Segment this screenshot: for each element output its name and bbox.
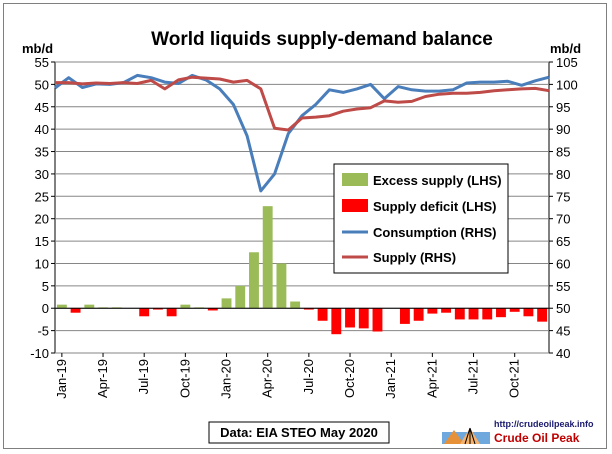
legend: Excess supply (LHS) Supply deficit (LHS)…	[333, 163, 509, 274]
left-tick-label: -5	[37, 324, 49, 339]
chart-frame: World liquids supply-demand balance mb/d…	[3, 3, 607, 449]
left-tick-label: 5	[42, 279, 49, 294]
brand-logo: http://crudeoilpeak.info Crude Oil Peak	[442, 419, 594, 445]
right-tick-label: 50	[556, 301, 570, 316]
x-tick-label: Jan-20	[219, 359, 234, 399]
brand-name: Crude Oil Peak	[494, 431, 580, 445]
right-tick-label: 60	[556, 256, 570, 271]
x-tick-label: Jan-21	[383, 359, 398, 399]
left-tick-label: 25	[35, 189, 49, 204]
supply-line	[55, 75, 550, 132]
series-lines	[54, 73, 550, 193]
supply-deficit-bar	[454, 308, 465, 320]
supply-deficit-bar	[441, 308, 452, 313]
supply-deficit-bar	[372, 308, 383, 332]
left-tick-label: 20	[35, 212, 49, 227]
excess-supply-bar	[221, 298, 232, 309]
chart-title: World liquids supply-demand balance	[151, 29, 493, 50]
source-note-box	[208, 421, 390, 444]
right-tick-label: 85	[556, 145, 570, 160]
supply-deficit-bar	[523, 308, 534, 317]
x-tick-label: Jan-19	[54, 359, 69, 399]
oil-derrick-icon	[442, 427, 490, 445]
balance-bars	[56, 206, 548, 335]
supply-deficit-bar	[496, 308, 506, 318]
excess-supply-bar	[84, 304, 95, 309]
x-tick-label: Jul-20	[301, 359, 316, 394]
supply-deficit-bar	[413, 308, 424, 321]
supply-deficit-bar	[331, 308, 342, 335]
supply-deficit-bar	[207, 308, 218, 311]
left-tick-label: 55	[35, 55, 49, 70]
right-tick-label: 80	[556, 167, 570, 182]
source-note: Data: EIA STEO May 2020	[208, 421, 390, 444]
x-tick-label: Apr-20	[260, 359, 275, 398]
left-tick-label: 15	[35, 234, 49, 249]
supply-deficit-bar	[537, 308, 548, 322]
x-tick-label: Jul-21	[466, 359, 481, 394]
legend-label-supply: Supply (RHS)	[373, 250, 456, 265]
legend-label-deficit: Supply deficit (LHS)	[373, 199, 497, 214]
right-tick-label: 70	[556, 212, 570, 227]
left-tick-label: 50	[35, 77, 49, 92]
source-note-text: Data: EIA STEO May 2020	[220, 425, 378, 440]
x-tick-label: Apr-19	[95, 359, 110, 398]
left-tick-label: -10	[30, 346, 49, 361]
x-tick-label: Apr-21	[424, 359, 439, 398]
supply-deficit-bar	[70, 308, 81, 313]
legend-label-excess: Excess supply (LHS)	[373, 173, 502, 188]
left-tick-label: 40	[35, 122, 49, 137]
left-axis-ticks: -10 -5 0 5 10 15 20 25 30 35 40 45 50 55	[30, 55, 55, 361]
brand-url: http://crudeoilpeak.info	[494, 419, 594, 429]
supply-deficit-bar	[345, 308, 355, 328]
right-tick-label: 90	[556, 122, 570, 137]
supply-deficit-bar	[468, 308, 479, 320]
left-axis-unit: mb/d	[22, 41, 53, 56]
right-axis-unit: mb/d	[550, 41, 581, 56]
supply-deficit-bar	[358, 308, 369, 329]
right-tick-label: 65	[556, 234, 570, 249]
supply-deficit-bar	[139, 308, 150, 317]
right-tick-label: 40	[556, 346, 570, 361]
left-tick-label: 35	[35, 145, 49, 160]
supply-deficit-bar	[303, 308, 314, 310]
legend-swatch-excess	[342, 173, 368, 186]
excess-supply-bar	[276, 263, 287, 309]
left-tick-label: 45	[35, 100, 49, 115]
supply-deficit-bar	[399, 308, 410, 324]
excess-supply-bar	[262, 206, 273, 309]
excess-supply-bar	[249, 252, 259, 309]
x-tick-label: Oct-21	[507, 359, 522, 398]
excess-supply-bar	[180, 304, 191, 309]
supply-deficit-bar	[509, 308, 520, 312]
x-tick-label: Jul-19	[136, 359, 151, 394]
supply-deficit-bar	[427, 308, 438, 314]
x-axis-labels: Jan-19 Apr-19 Jul-19 Oct-19 Jan-20 Apr-20 Jul-…	[54, 353, 522, 399]
right-axis-ticks: 40 45 50 55 60 65 70 75 80 85 90 95 100 105	[549, 55, 578, 361]
chart: World liquids supply-demand balance mb/d…	[22, 29, 594, 445]
x-tick-label: Oct-19	[177, 359, 192, 398]
supply-deficit-bar	[317, 308, 328, 321]
consumption-line	[54, 73, 550, 193]
right-tick-label: 55	[556, 279, 570, 294]
right-tick-label: 45	[556, 324, 570, 339]
left-tick-label: 30	[35, 167, 49, 182]
supply-deficit-bar	[152, 308, 163, 310]
supply-deficit-bar	[166, 308, 177, 317]
left-tick-label: 10	[35, 256, 49, 271]
legend-swatch-deficit	[342, 199, 368, 212]
left-tick-label: 0	[42, 301, 49, 316]
right-tick-label: 105	[556, 55, 578, 70]
right-tick-label: 75	[556, 189, 570, 204]
excess-supply-bar	[56, 304, 67, 309]
excess-supply-bar	[235, 285, 246, 309]
excess-supply-bar	[290, 301, 301, 309]
supply-deficit-bar	[482, 308, 493, 320]
legend-label-consumption: Consumption (RHS)	[373, 225, 496, 240]
x-tick-label: Oct-20	[342, 359, 357, 398]
right-tick-label: 95	[556, 100, 570, 115]
right-tick-label: 100	[556, 77, 578, 92]
